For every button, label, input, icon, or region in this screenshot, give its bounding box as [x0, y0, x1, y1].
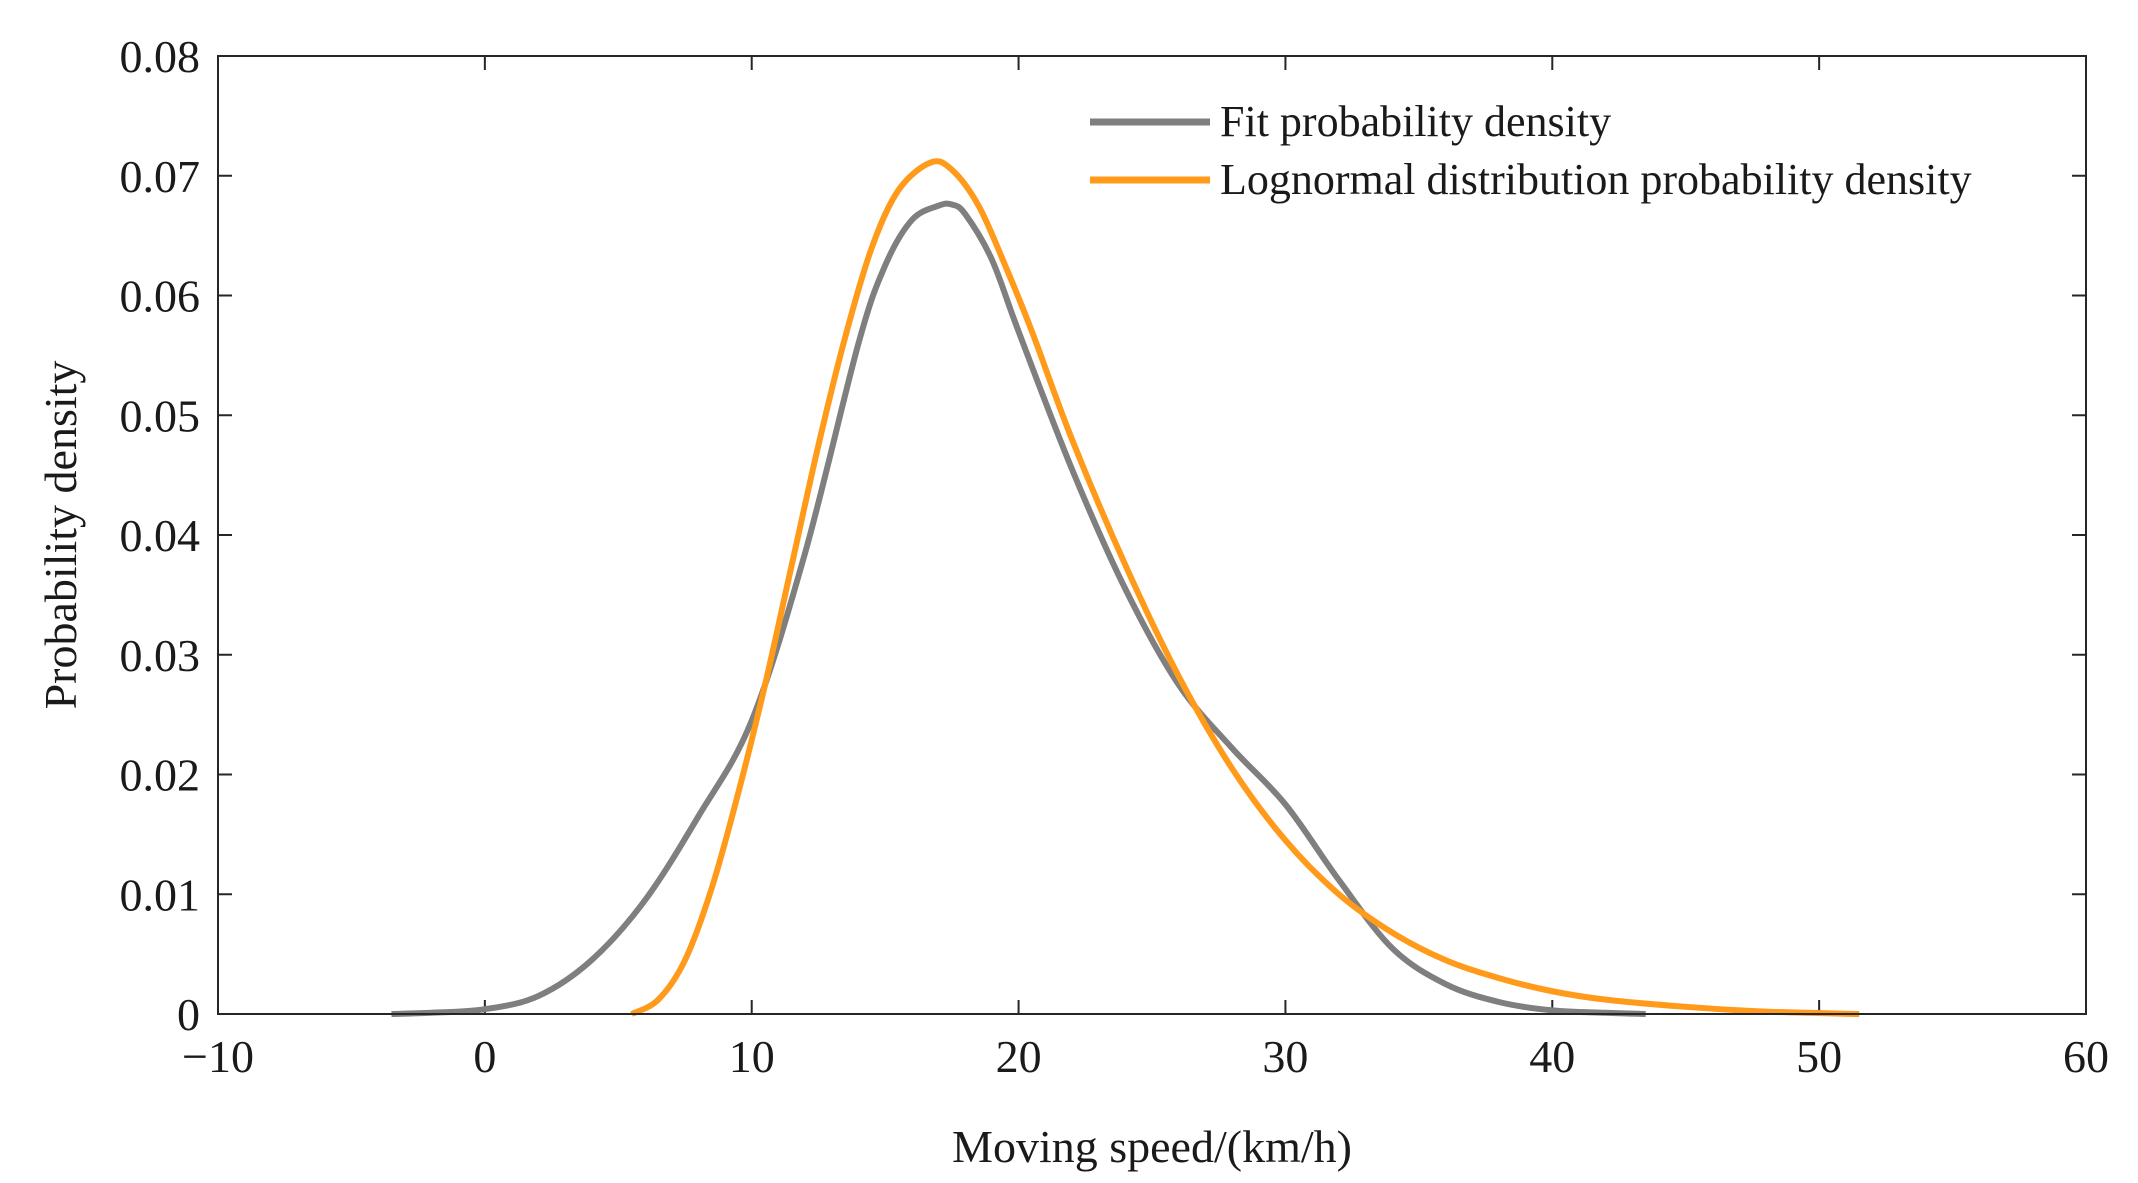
x-tick-label: 0	[473, 1031, 496, 1082]
plot-series	[391, 158, 1860, 1017]
x-tick-label: 20	[996, 1031, 1042, 1082]
y-tick-label: 0.04	[120, 510, 201, 561]
y-tick-label: 0.02	[120, 750, 201, 801]
y-tick-label: 0.06	[120, 271, 201, 322]
x-tick-label: 40	[1529, 1031, 1575, 1082]
y-tick-label: 0	[177, 989, 200, 1040]
y-tick-label: 0.07	[120, 151, 201, 202]
x-tick-label: 10	[729, 1031, 775, 1082]
legend-label-fit: Fit probability density	[1220, 97, 1611, 146]
y-tick-label: 0.05	[120, 390, 201, 441]
plot-frame	[217, 55, 2087, 1015]
legend: Fit probability density Lognormal distri…	[1090, 97, 1972, 204]
y-axis-label: Probability density	[35, 361, 86, 710]
x-tick-label: 60	[2063, 1031, 2109, 1082]
axis-tick-labels: −10 0 10 20 30 40 50 6000.010.020.030.040.050.0…	[120, 31, 2110, 1082]
x-axis-label: Moving speed/(km/h)	[952, 1121, 1352, 1172]
x-tick-label: 30	[1262, 1031, 1308, 1082]
y-tick-label: 0.08	[120, 31, 201, 82]
fit-density-line	[391, 200, 1646, 1017]
x-tick-label: −10	[182, 1031, 254, 1082]
y-tick-label: 0.03	[120, 630, 201, 681]
legend-label-lognormal: Lognormal distribution probability densi…	[1220, 155, 1972, 204]
lognormal-density-line	[630, 158, 1860, 1017]
y-tick-label: 0.01	[120, 869, 201, 920]
x-tick-label: 50	[1796, 1031, 1842, 1082]
